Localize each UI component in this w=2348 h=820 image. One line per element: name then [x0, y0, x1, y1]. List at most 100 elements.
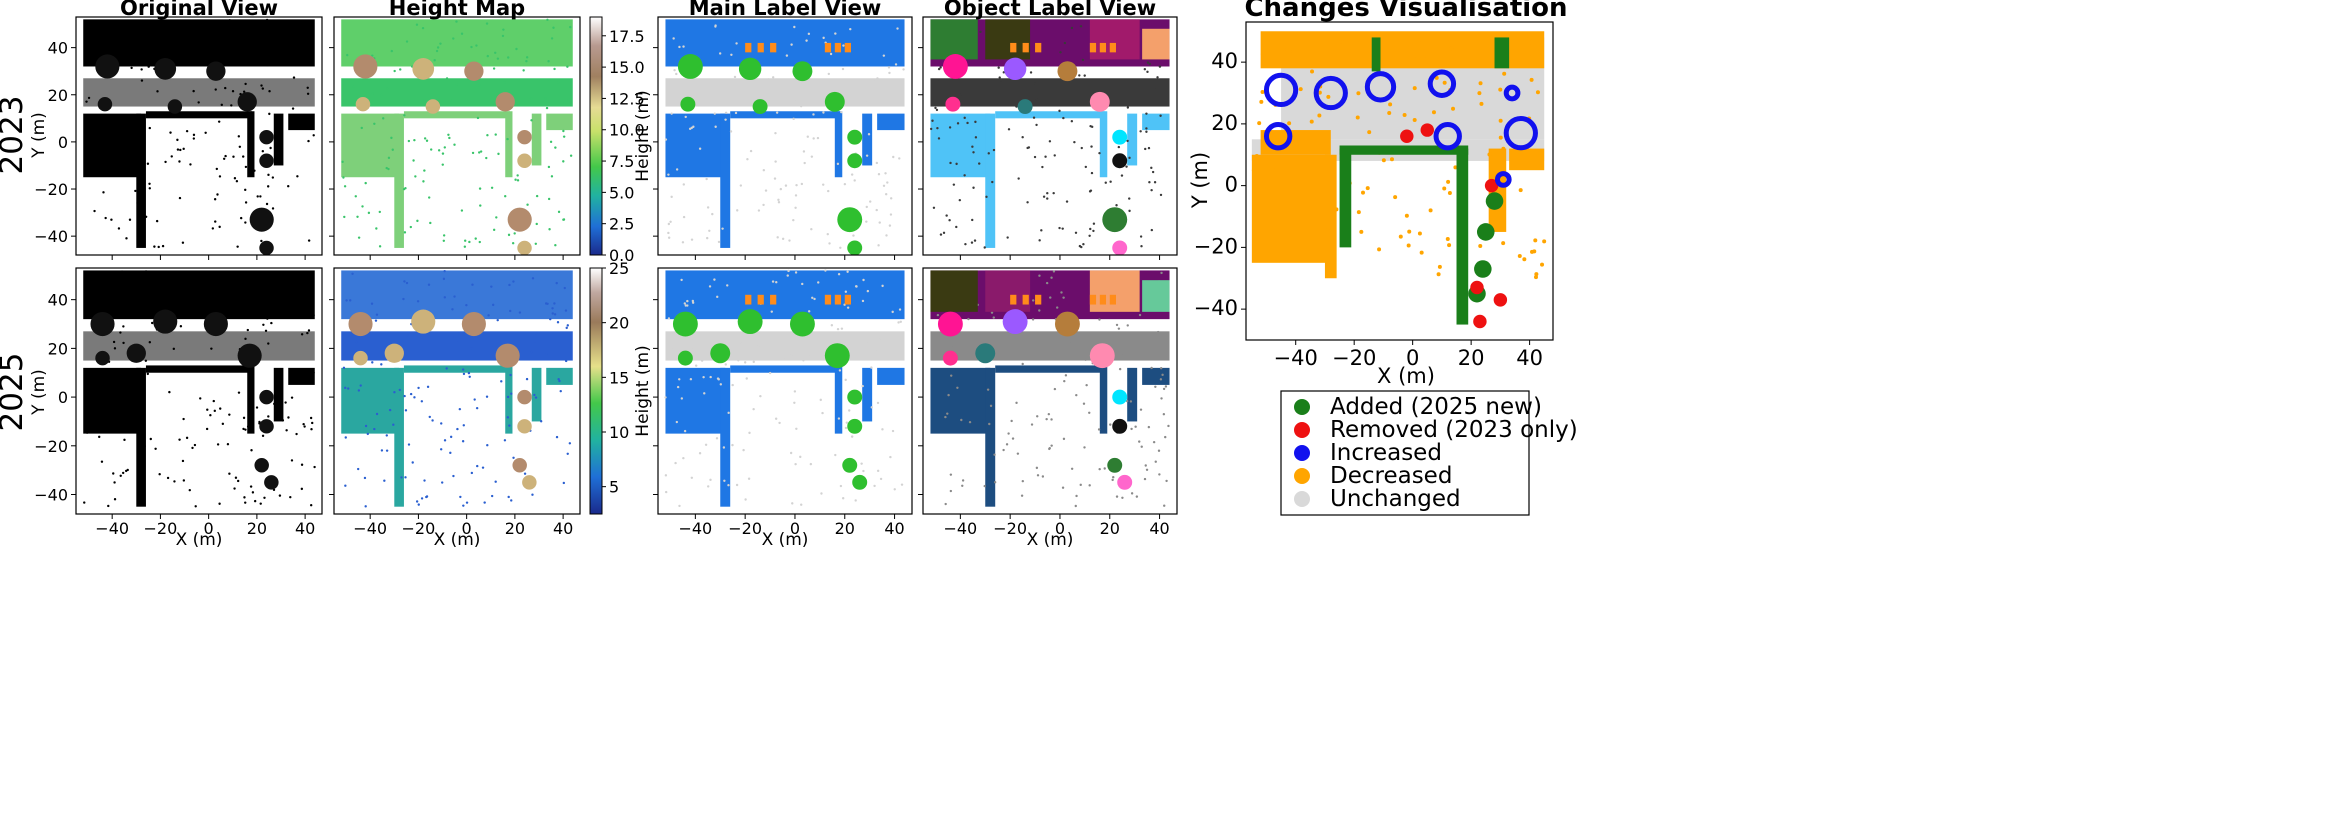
- legend-label-increased: Increased: [1330, 440, 1442, 466]
- decreased-point: [1425, 59, 1430, 64]
- noise-point: [148, 58, 152, 62]
- noise-point: [936, 126, 939, 130]
- noise-point: [1056, 97, 1060, 100]
- noise-point: [236, 479, 240, 483]
- noise-point: [533, 393, 536, 397]
- panel-plot-area-1: [341, 18, 573, 255]
- noise-point: [1070, 26, 1074, 30]
- tree-crown: [126, 343, 146, 363]
- right-block: [546, 113, 573, 131]
- noise-point: [496, 318, 499, 322]
- noise-point: [295, 432, 298, 436]
- noise-point: [1079, 483, 1082, 487]
- right-strip: [273, 367, 284, 422]
- ground-edge: [403, 111, 511, 119]
- noise-point: [485, 156, 488, 160]
- noise-point: [1017, 177, 1020, 180]
- x-tick-label: 0: [462, 519, 472, 538]
- noise-point: [460, 32, 464, 35]
- decreased-region: [1260, 130, 1331, 155]
- tree-crown: [412, 57, 435, 80]
- noise-point: [807, 310, 811, 313]
- noise-point: [999, 81, 1002, 84]
- noise-point: [991, 180, 994, 184]
- noise-point: [453, 143, 456, 146]
- noise-point: [250, 126, 253, 129]
- noise-point: [1128, 156, 1131, 160]
- noise-point: [148, 301, 152, 305]
- panel-plot-area-7: [930, 270, 1170, 508]
- noise-point: [258, 420, 261, 424]
- noise-point: [1140, 245, 1143, 248]
- noise-point: [213, 409, 216, 413]
- noise-point: [1098, 151, 1101, 155]
- decreased-point: [1254, 153, 1259, 158]
- noise-point: [767, 78, 770, 81]
- noise-point: [1104, 181, 1107, 184]
- noise-point: [670, 112, 673, 115]
- noise-point: [821, 411, 824, 415]
- noise-point: [686, 304, 689, 307]
- colorbar-tick-label: 20: [609, 314, 629, 333]
- noise-point: [1056, 306, 1059, 309]
- noise-point: [249, 485, 253, 488]
- noise-point: [402, 297, 405, 301]
- decreased-point: [1498, 135, 1503, 140]
- noise-point: [287, 184, 290, 188]
- noise-point: [266, 317, 269, 320]
- ground-edge-vertical: [1099, 365, 1108, 434]
- roof-detail: [844, 294, 851, 305]
- noise-point: [792, 218, 795, 222]
- noise-point: [266, 185, 270, 188]
- noise-point: [568, 442, 572, 445]
- noise-point: [1079, 25, 1083, 28]
- panel-frame: [922, 16, 1178, 256]
- noise-point: [877, 338, 881, 342]
- noise-point: [799, 81, 803, 84]
- noise-point: [1156, 76, 1159, 79]
- noise-point: [307, 239, 311, 242]
- noise-point: [506, 416, 510, 419]
- roof-detail: [834, 42, 842, 53]
- noise-point: [123, 438, 126, 442]
- noise-point: [865, 220, 868, 223]
- noise-point: [535, 194, 539, 198]
- decreased-point: [1260, 52, 1265, 57]
- noise-point: [777, 198, 780, 202]
- noise-point: [128, 218, 132, 221]
- noise-point: [500, 380, 503, 383]
- noise-point: [898, 308, 902, 311]
- x-tick-label: −20: [1332, 346, 1376, 370]
- road-band: [930, 331, 1170, 361]
- noise-point: [1167, 424, 1170, 428]
- noise-point: [1164, 385, 1168, 388]
- noise-point: [244, 501, 247, 504]
- noise-point: [802, 359, 805, 362]
- noise-point: [290, 459, 294, 462]
- tree-crown: [737, 309, 763, 335]
- noise-point: [961, 484, 964, 488]
- noise-point: [138, 453, 141, 456]
- noise-point: [398, 388, 402, 392]
- noise-point: [248, 20, 251, 23]
- noise-point: [866, 289, 870, 293]
- noise-point: [143, 444, 146, 448]
- noise-point: [144, 359, 148, 362]
- noise-point: [509, 309, 512, 313]
- noise-point: [173, 480, 176, 483]
- noise-point: [684, 115, 687, 119]
- changes-legend: Added (2025 new) Removed (2023 only) Inc…: [1280, 390, 1578, 516]
- y-tick-label: 20: [1211, 111, 1238, 135]
- noise-point: [1031, 318, 1035, 321]
- noise-point: [1035, 123, 1038, 127]
- noise-point: [876, 401, 880, 405]
- noise-point: [713, 112, 716, 115]
- decreased-point: [1381, 158, 1386, 163]
- decreased-point: [1502, 71, 1507, 76]
- noise-point: [417, 503, 420, 506]
- increased-ring: [1503, 84, 1521, 102]
- road-band: [341, 331, 573, 361]
- noise-point: [1146, 61, 1150, 64]
- noise-point: [218, 502, 221, 505]
- noise-point: [1074, 504, 1077, 508]
